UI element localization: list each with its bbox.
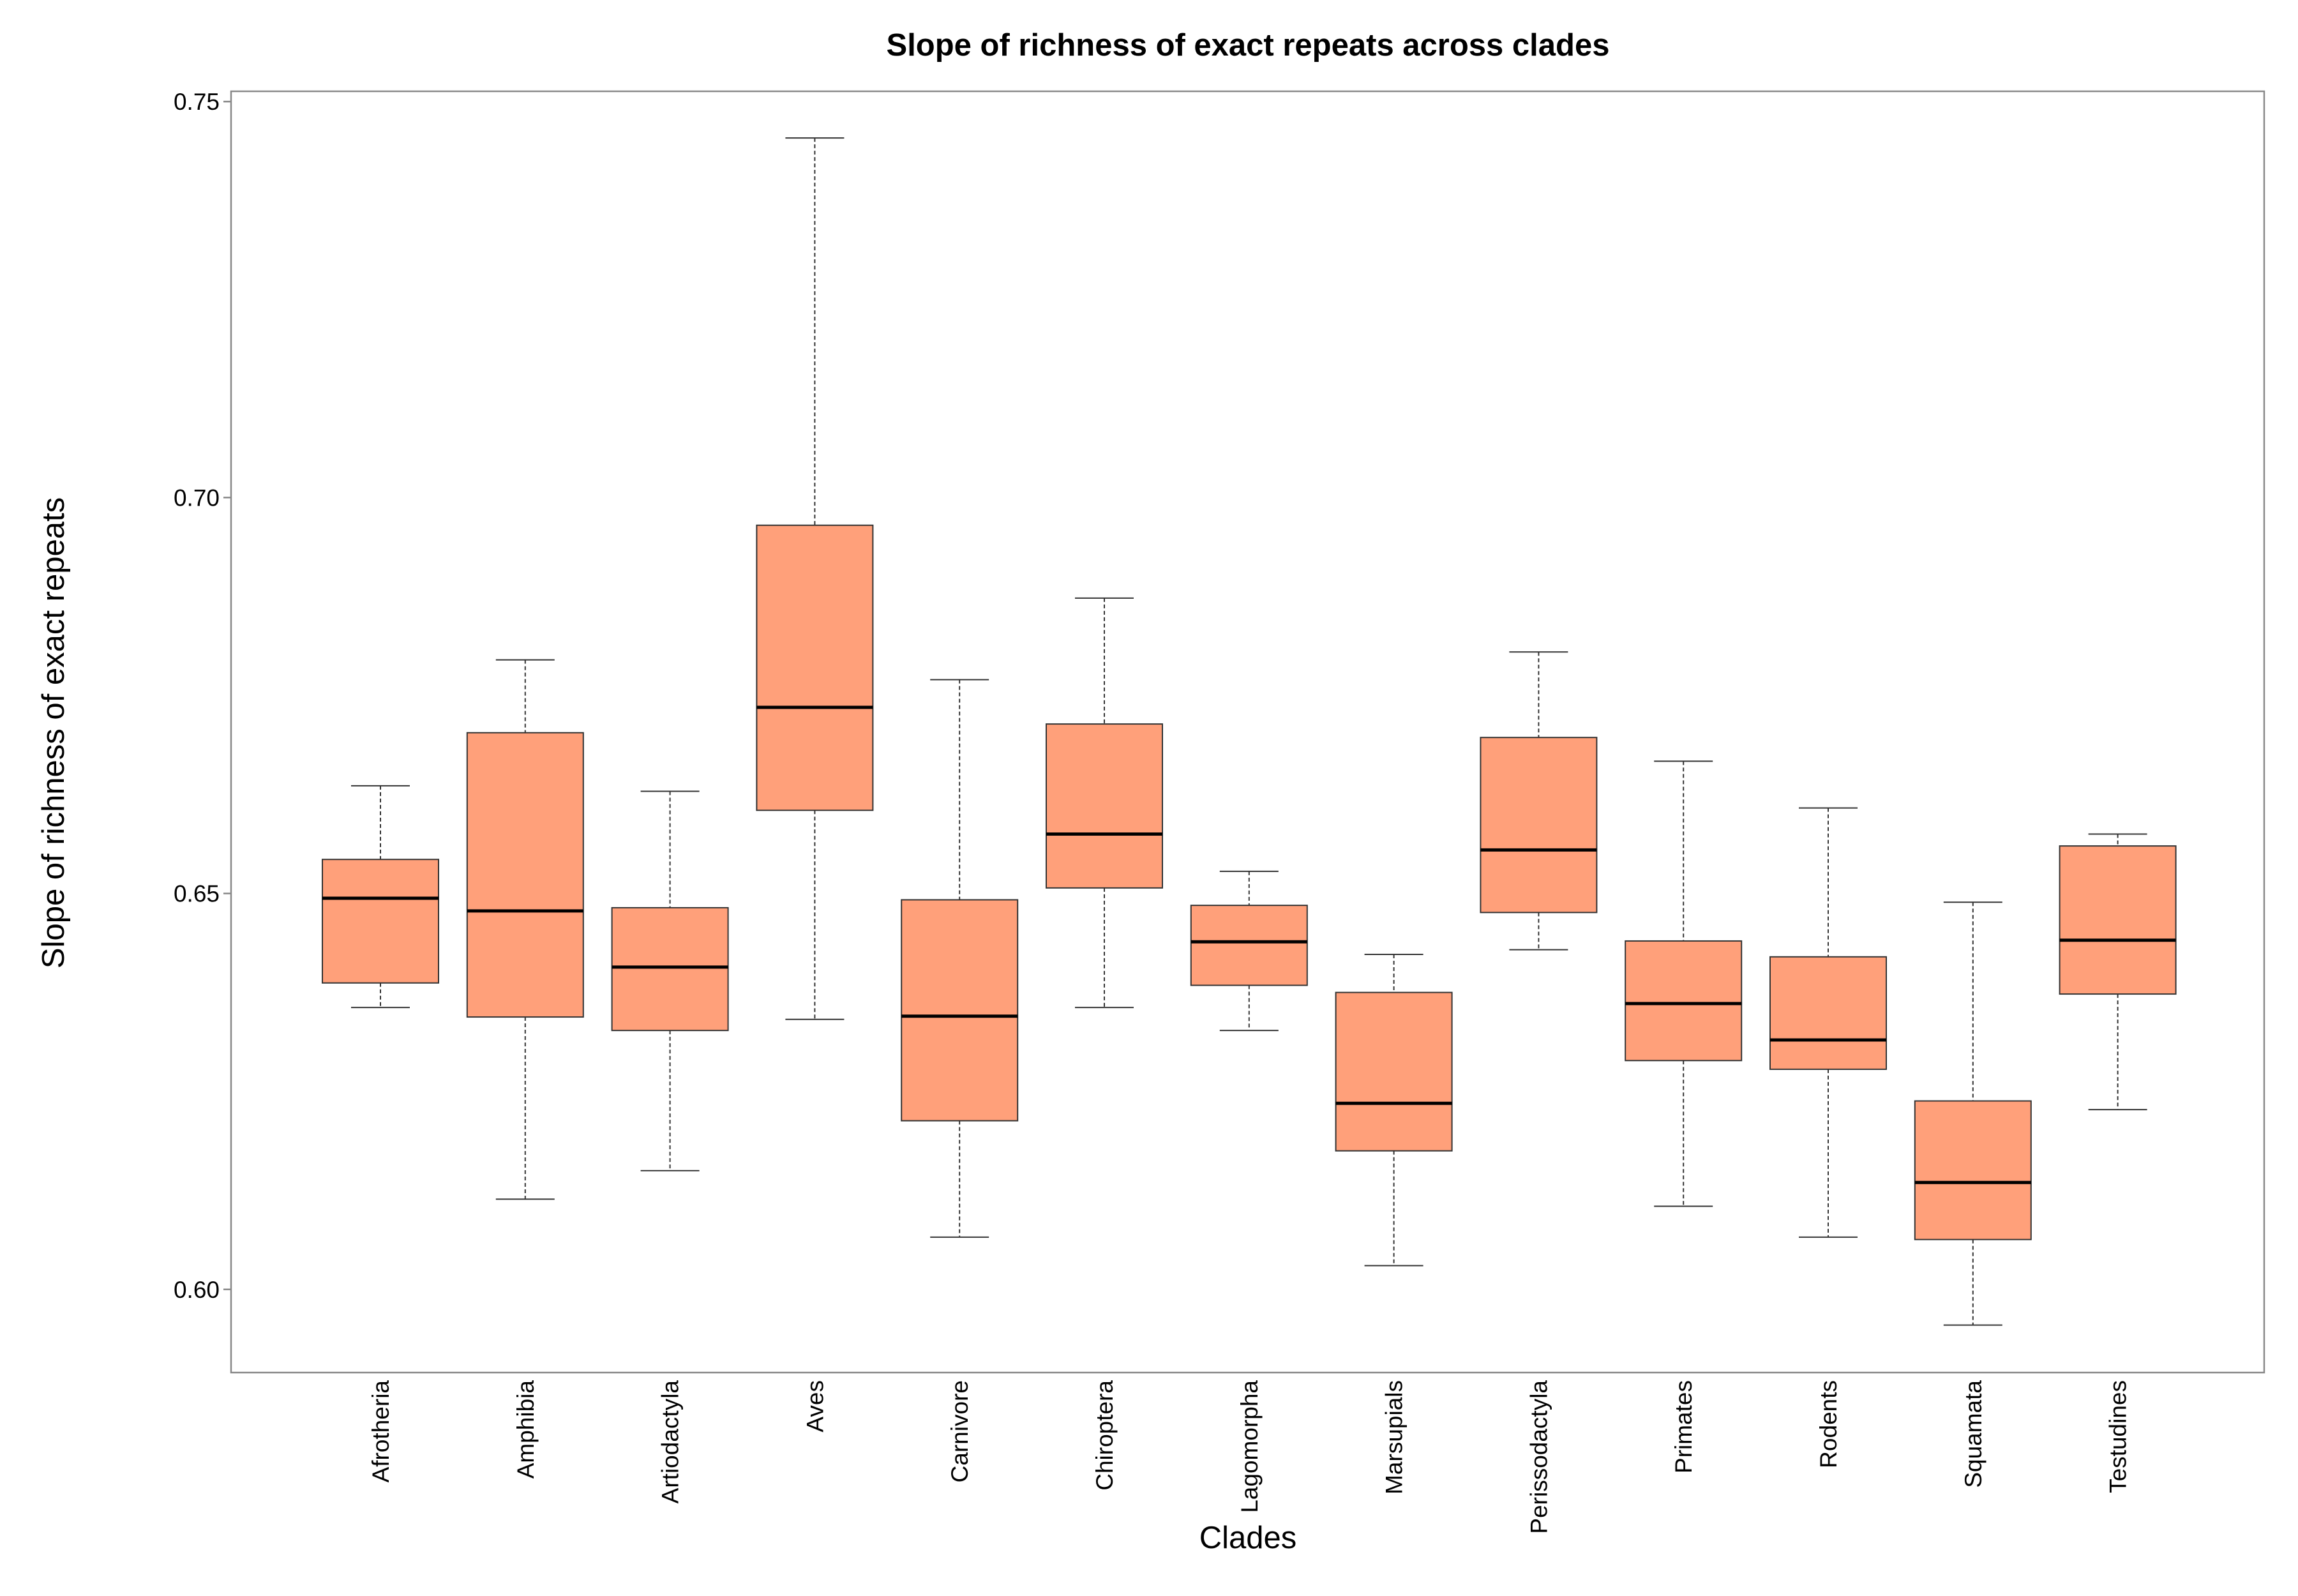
y-axis-title: Slope of richness of exact repeats bbox=[36, 497, 71, 968]
iqr-box bbox=[466, 732, 584, 1018]
x-tick-label-aves: Aves bbox=[802, 1380, 828, 1433]
box-lagomorpha bbox=[1190, 870, 1308, 1032]
y-tick-label: 0.65 bbox=[174, 881, 220, 907]
x-tick-label-rodents: Rodents bbox=[1815, 1380, 1842, 1468]
iqr-box bbox=[611, 907, 729, 1032]
x-tick-label-lagomorpha: Lagomorpha bbox=[1236, 1380, 1263, 1513]
x-tick-label-testudines: Testudines bbox=[2105, 1380, 2131, 1493]
x-tick-label-primates: Primates bbox=[1671, 1380, 1697, 1473]
iqr-box bbox=[901, 899, 1019, 1122]
iqr-box bbox=[1625, 940, 1743, 1062]
iqr-box bbox=[756, 524, 874, 811]
box-squamata bbox=[1914, 901, 2032, 1326]
x-tick-label-amphibia: Amphibia bbox=[513, 1380, 539, 1479]
x-tick-label-carnivore: Carnivore bbox=[947, 1380, 973, 1482]
x-axis-title: Clades bbox=[1199, 1521, 1297, 1555]
x-tick-label-chiroptera: Chiroptera bbox=[1092, 1380, 1118, 1491]
box-afrotheria bbox=[322, 785, 439, 1009]
chart-title: Slope of richness of exact repeats acros… bbox=[887, 28, 1610, 63]
box-chiroptera bbox=[1046, 597, 1163, 1009]
box-group bbox=[322, 137, 2177, 1326]
iqr-box bbox=[1190, 905, 1308, 986]
box-carnivore bbox=[901, 679, 1019, 1238]
plot-frame bbox=[230, 90, 2265, 1374]
box-amphibia bbox=[466, 659, 584, 1200]
x-tick-label-marsupials: Marsupials bbox=[1381, 1380, 1408, 1494]
box-aves bbox=[756, 137, 874, 1020]
iqr-box bbox=[322, 859, 439, 984]
iqr-box bbox=[2059, 845, 2177, 995]
iqr-box bbox=[1480, 737, 1598, 914]
box-rodents bbox=[1769, 807, 1887, 1238]
box-primates bbox=[1625, 760, 1743, 1207]
box-perissodactyla bbox=[1480, 651, 1598, 951]
x-tick-label-artiodactyla: Artiodactyla bbox=[657, 1380, 684, 1504]
iqr-box bbox=[1914, 1100, 2032, 1240]
iqr-box bbox=[1046, 723, 1163, 889]
box-artiodactyla bbox=[611, 790, 729, 1171]
iqr-box bbox=[1769, 956, 1887, 1070]
box-testudines bbox=[2059, 833, 2177, 1111]
x-tick-label-perissodactyla: Perissodactyla bbox=[1526, 1380, 1552, 1534]
box-marsupials bbox=[1335, 954, 1453, 1267]
y-tick-label: 0.70 bbox=[174, 485, 220, 511]
y-axis: 0.60 0.65 0.70 0.75 bbox=[174, 89, 231, 1303]
iqr-box bbox=[1335, 991, 1453, 1152]
x-tick-label-afrotheria: Afrotheria bbox=[368, 1380, 394, 1483]
y-tick-label: 0.60 bbox=[174, 1277, 220, 1303]
x-tick-label-squamata: Squamata bbox=[1960, 1380, 1986, 1488]
x-axis: Afrotheria Amphibia Artiodactyla Aves Carniv… bbox=[368, 1380, 2131, 1534]
y-tick-label: 0.75 bbox=[174, 89, 220, 115]
